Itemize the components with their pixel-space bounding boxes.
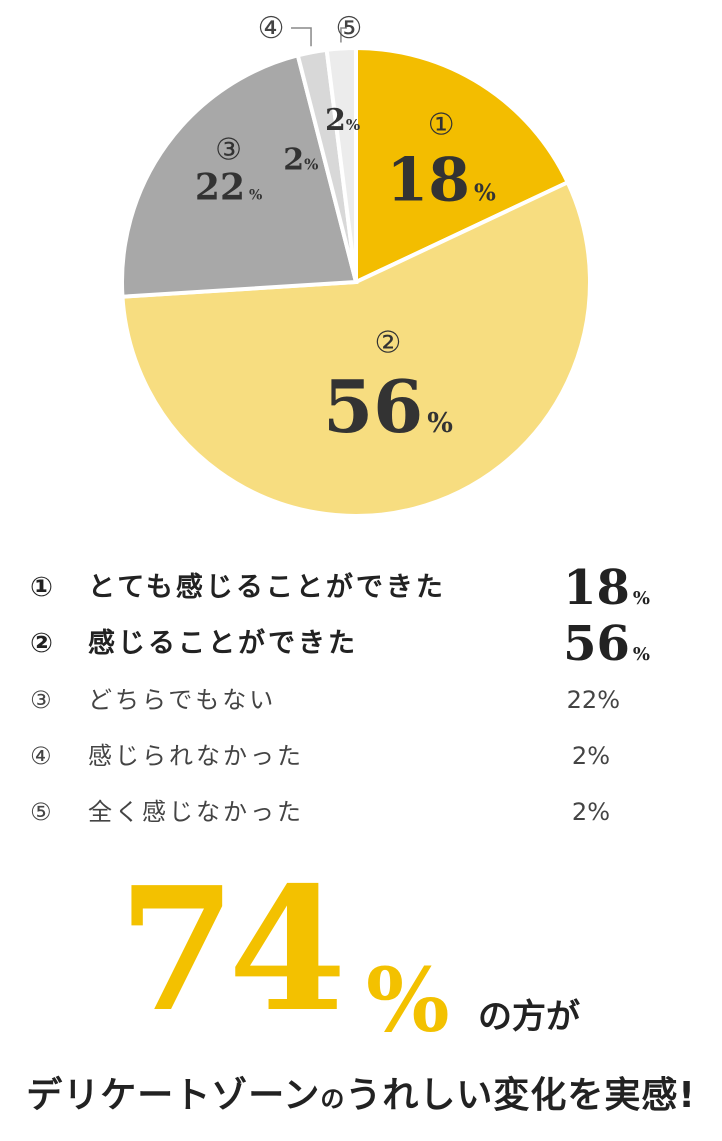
legend-row-3: ③ どちらでもない 22% xyxy=(30,672,690,728)
tagline-part2: の xyxy=(320,1085,346,1113)
leader-line-4 xyxy=(291,27,312,47)
legend-value: 2% xyxy=(571,742,610,770)
legend-marker: ② xyxy=(30,628,53,659)
pie-slice-1 xyxy=(354,45,571,286)
leader-line-5 xyxy=(340,27,347,43)
legend: ① とても感じることができた 18% ② 感じることができた 56% ③ どちら… xyxy=(30,560,690,840)
legend-label: とても感じることができた xyxy=(88,572,446,603)
tagline: デリケートゾーンのうれしい変化を実感! xyxy=(0,1066,722,1129)
legend-label: 感じることができた xyxy=(88,628,358,659)
legend-label: 感じられなかった xyxy=(88,742,304,770)
pie-chart: ①18 %②56 %③22 %④2%⑤2% xyxy=(120,11,592,518)
tagline-part3: うれしい変化を実感! xyxy=(345,1075,696,1116)
legend-value: 22% xyxy=(566,686,620,714)
pie-marker-3: ③ xyxy=(215,133,242,168)
pie-marker-4: ④ xyxy=(258,11,285,46)
pie-value-5: 2% xyxy=(325,103,360,138)
headline-suffix: の方が xyxy=(478,997,580,1037)
legend-marker: ① xyxy=(30,572,53,603)
legend-value: 18% xyxy=(563,560,650,616)
legend-value: 56% xyxy=(563,616,650,672)
tagline-part1: デリケートゾーン xyxy=(26,1075,321,1116)
legend-label: どちらでもない xyxy=(88,686,277,714)
pie-slice-2 xyxy=(120,179,592,518)
pie-marker-2: ② xyxy=(375,326,402,361)
legend-row-5: ⑤ 全く感じなかった 2% xyxy=(30,784,690,840)
legend-label: 全く感じなかった xyxy=(88,798,304,826)
legend-row-1: ① とても感じることができた 18% xyxy=(30,560,690,616)
pie-marker-1: ① xyxy=(428,107,455,142)
legend-marker: ③ xyxy=(30,686,52,714)
pie-marker-5: ⑤ xyxy=(335,11,362,46)
legend-marker: ④ xyxy=(30,742,52,770)
headline-number: 74 xyxy=(118,850,347,1050)
legend-row-2: ② 感じることができた 56% xyxy=(30,616,690,672)
legend-marker: ⑤ xyxy=(30,798,52,826)
pie-slice-3 xyxy=(120,52,359,299)
legend-row-4: ④ 感じられなかった 2% xyxy=(30,728,690,784)
legend-value: 2% xyxy=(571,798,610,826)
pie-slice-5 xyxy=(324,45,358,283)
headline-percent: % xyxy=(366,948,450,1052)
